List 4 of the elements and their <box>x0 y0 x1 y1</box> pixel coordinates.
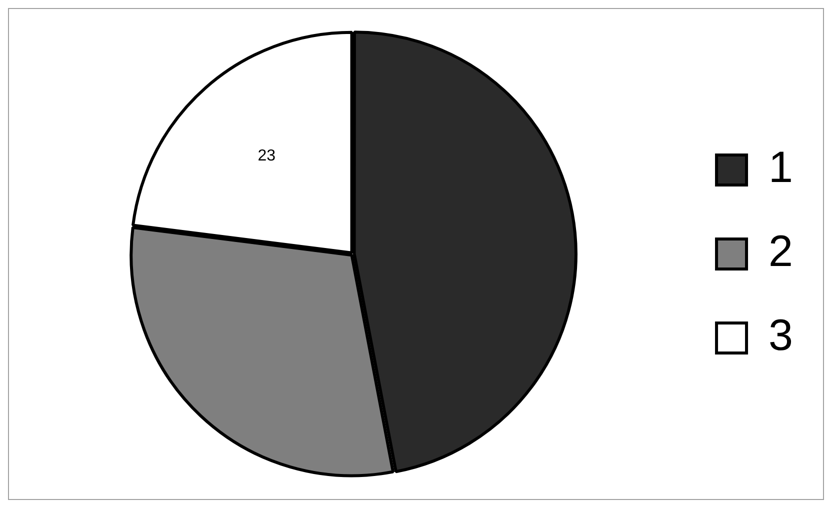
legend-label: 2 <box>768 227 794 276</box>
data-label: 23 <box>258 148 276 165</box>
legend-label: 3 <box>768 311 794 360</box>
legend-label: 1 <box>768 143 794 192</box>
